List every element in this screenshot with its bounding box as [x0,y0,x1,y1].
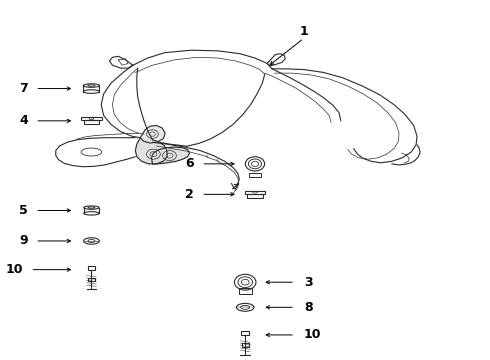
Text: 10: 10 [5,263,23,276]
Text: 9: 9 [19,234,28,247]
Text: 4: 4 [19,114,28,127]
Text: 1: 1 [299,25,308,38]
Bar [81,117,101,120]
Bar [249,173,261,177]
Bar [239,288,251,294]
Polygon shape [140,126,165,143]
Bar [84,120,99,125]
Text: 10: 10 [304,328,321,341]
Text: 6: 6 [185,157,194,170]
Text: 7: 7 [19,82,28,95]
Bar [241,331,249,335]
Bar [88,278,95,281]
Bar [247,194,263,198]
Polygon shape [151,147,190,164]
Text: 3: 3 [304,276,313,289]
Polygon shape [135,138,167,164]
Bar [242,343,248,347]
Text: 5: 5 [19,204,28,217]
Bar [88,266,96,270]
Text: 8: 8 [304,301,313,314]
Bar [245,191,265,194]
Text: 2: 2 [185,188,194,201]
